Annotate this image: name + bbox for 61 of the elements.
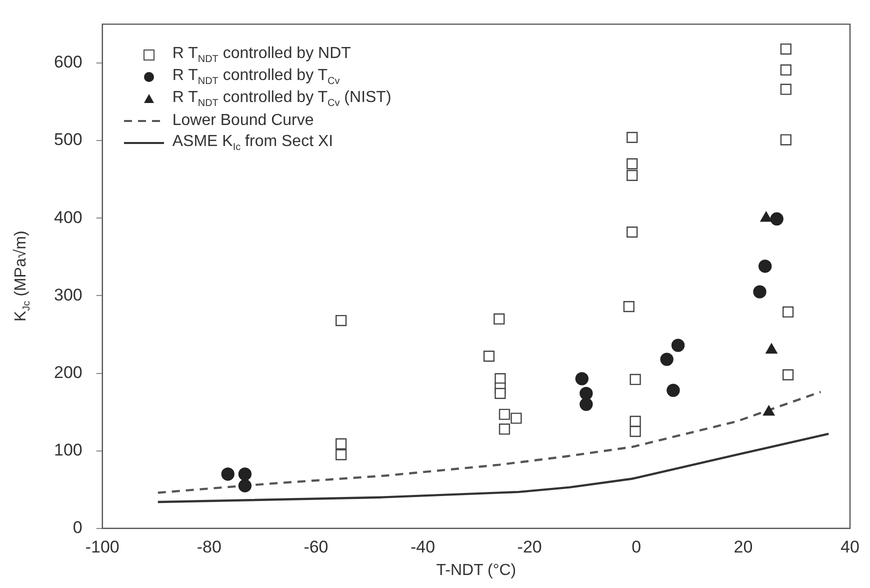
point	[763, 405, 775, 416]
legend-label: R T$_{NDT}$ controlled by T$_{Cv}$ (NIST)	[172, 89, 392, 110]
point	[580, 386, 593, 400]
legend-label: R T$_{NDT}$ controlled by T$_{Cv}$	[172, 67, 340, 88]
point	[630, 374, 641, 386]
point	[626, 226, 638, 238]
point	[336, 449, 347, 460]
point	[238, 468, 252, 481]
x-tick-label: 40	[840, 537, 860, 556]
point	[510, 412, 522, 424]
x-tick-label: -80	[196, 537, 222, 556]
x-tick-label: -100	[85, 537, 120, 556]
x-tick-label: 0	[632, 537, 642, 556]
point	[630, 416, 641, 427]
point	[498, 424, 510, 435]
point	[671, 338, 685, 352]
point	[753, 285, 766, 298]
point	[336, 438, 347, 450]
point	[580, 398, 593, 411]
point	[494, 313, 505, 325]
x-axis-title: T-NDT (°C)	[436, 562, 516, 579]
point	[782, 306, 794, 318]
y-tick-label: 300	[54, 285, 82, 304]
point	[630, 426, 641, 437]
point	[575, 372, 589, 386]
point	[336, 314, 347, 326]
legend-label: R T$_{NDT}$ controlled by NDT	[172, 45, 351, 66]
point	[483, 350, 495, 362]
point	[238, 479, 252, 492]
point	[770, 212, 784, 226]
point	[498, 408, 510, 420]
y-tick-label: 0	[72, 518, 82, 538]
point	[666, 384, 680, 397]
y-tick-label: 200	[54, 362, 82, 382]
legend-label: Lower Bound Curve	[172, 112, 314, 130]
point	[660, 352, 674, 366]
y-tick-label: 600	[54, 52, 82, 72]
point	[780, 43, 792, 55]
y-tick-label: 400	[54, 208, 82, 227]
x-tick-label: 20	[734, 537, 753, 556]
point	[780, 64, 792, 76]
point	[760, 212, 772, 222]
point	[494, 388, 506, 399]
x-tick-label: -20	[517, 537, 542, 556]
line-series	[156, 390, 822, 494]
point	[626, 158, 638, 170]
legend-label: ASME K$_{Ic}$ from Sect XI	[172, 133, 334, 154]
point	[623, 301, 634, 312]
x-tick-label: -40	[410, 537, 436, 556]
point	[758, 260, 772, 273]
y-tick-label: 500	[54, 130, 82, 150]
point	[221, 468, 234, 481]
point	[780, 84, 792, 95]
point	[782, 369, 794, 380]
point	[780, 134, 792, 146]
point	[766, 343, 778, 354]
point	[494, 373, 506, 384]
point	[626, 132, 638, 143]
point	[626, 170, 638, 182]
y-tick-label: 100	[54, 440, 82, 460]
x-tick-label: -60	[304, 537, 328, 556]
